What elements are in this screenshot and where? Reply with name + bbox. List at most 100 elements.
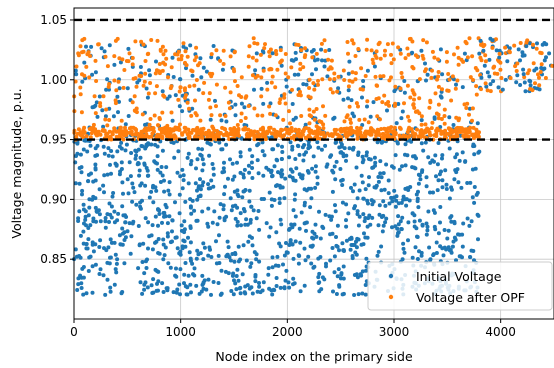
- data-point: [127, 130, 132, 135]
- data-point: [393, 204, 398, 209]
- data-point: [293, 214, 298, 219]
- data-point: [469, 219, 474, 224]
- data-point: [158, 48, 163, 53]
- data-point: [432, 116, 437, 121]
- data-point: [179, 223, 184, 228]
- data-point: [230, 177, 235, 182]
- data-point: [301, 65, 306, 70]
- data-point: [447, 196, 452, 201]
- data-point: [341, 154, 346, 159]
- data-point: [478, 38, 483, 43]
- data-point: [184, 292, 189, 297]
- data-point: [401, 133, 406, 138]
- data-point: [539, 62, 544, 67]
- data-point: [404, 203, 409, 208]
- data-point: [304, 82, 309, 87]
- data-point: [222, 160, 226, 165]
- data-point: [527, 68, 532, 73]
- data-point: [257, 227, 262, 232]
- data-point: [137, 168, 142, 173]
- data-point: [324, 261, 328, 266]
- data-point: [100, 108, 105, 113]
- data-point: [137, 173, 142, 178]
- data-point: [76, 51, 81, 56]
- data-point: [193, 181, 198, 186]
- data-point: [84, 44, 88, 49]
- data-point: [376, 179, 381, 184]
- data-point: [274, 49, 278, 53]
- data-point: [356, 153, 361, 157]
- data-point: [522, 75, 527, 80]
- legend-label-initial-voltage: Initial Voltage: [416, 269, 502, 284]
- data-point: [357, 117, 362, 122]
- data-point: [129, 125, 133, 130]
- data-point: [344, 218, 348, 223]
- data-point: [352, 182, 357, 187]
- data-point: [250, 291, 255, 296]
- data-point: [296, 261, 301, 266]
- data-point: [255, 158, 260, 163]
- data-point: [433, 153, 438, 158]
- data-point: [125, 177, 130, 182]
- data-point: [447, 115, 452, 120]
- data-point: [118, 60, 123, 65]
- data-point: [396, 45, 401, 50]
- data-point: [228, 157, 232, 162]
- data-point: [399, 227, 404, 232]
- data-point: [185, 155, 190, 160]
- data-point: [224, 142, 229, 147]
- data-point: [130, 100, 135, 105]
- data-point: [329, 214, 334, 219]
- data-point: [269, 203, 274, 208]
- data-point: [338, 167, 343, 171]
- data-point: [232, 49, 237, 54]
- data-point: [196, 146, 201, 151]
- data-point: [356, 104, 360, 109]
- data-point: [371, 128, 375, 133]
- data-point: [86, 237, 91, 242]
- data-point: [503, 77, 508, 82]
- data-point: [254, 51, 259, 56]
- data-point: [302, 283, 307, 288]
- data-point: [200, 183, 205, 188]
- data-point: [147, 135, 151, 139]
- data-point: [536, 72, 540, 77]
- data-point: [441, 253, 446, 258]
- data-point: [133, 76, 138, 81]
- data-point: [527, 41, 532, 46]
- data-point: [198, 152, 203, 157]
- data-point: [182, 227, 187, 232]
- data-point: [419, 118, 424, 123]
- data-point: [499, 76, 504, 80]
- data-point: [201, 257, 206, 262]
- data-point: [185, 54, 190, 59]
- data-point: [193, 135, 197, 140]
- data-point: [135, 162, 140, 167]
- data-point: [443, 128, 448, 133]
- data-point: [424, 184, 429, 189]
- data-point: [278, 97, 283, 102]
- data-point: [410, 65, 415, 69]
- reference-lines: [74, 18, 554, 141]
- data-point: [155, 269, 160, 274]
- data-point: [253, 68, 258, 73]
- data-point: [378, 74, 383, 79]
- data-point: [363, 129, 368, 134]
- data-point: [79, 170, 84, 175]
- data-point: [403, 142, 408, 147]
- data-point: [162, 178, 166, 183]
- data-point: [218, 58, 223, 63]
- data-point: [156, 207, 161, 212]
- data-point: [165, 288, 170, 293]
- data-point: [384, 129, 389, 134]
- data-point: [260, 113, 265, 118]
- data-point: [235, 267, 240, 272]
- data-point: [285, 250, 290, 255]
- data-point: [344, 115, 349, 120]
- data-point: [270, 51, 275, 56]
- data-point: [439, 131, 444, 136]
- data-point: [358, 126, 363, 130]
- data-point: [209, 178, 214, 183]
- data-point: [321, 226, 326, 230]
- data-point: [298, 61, 303, 66]
